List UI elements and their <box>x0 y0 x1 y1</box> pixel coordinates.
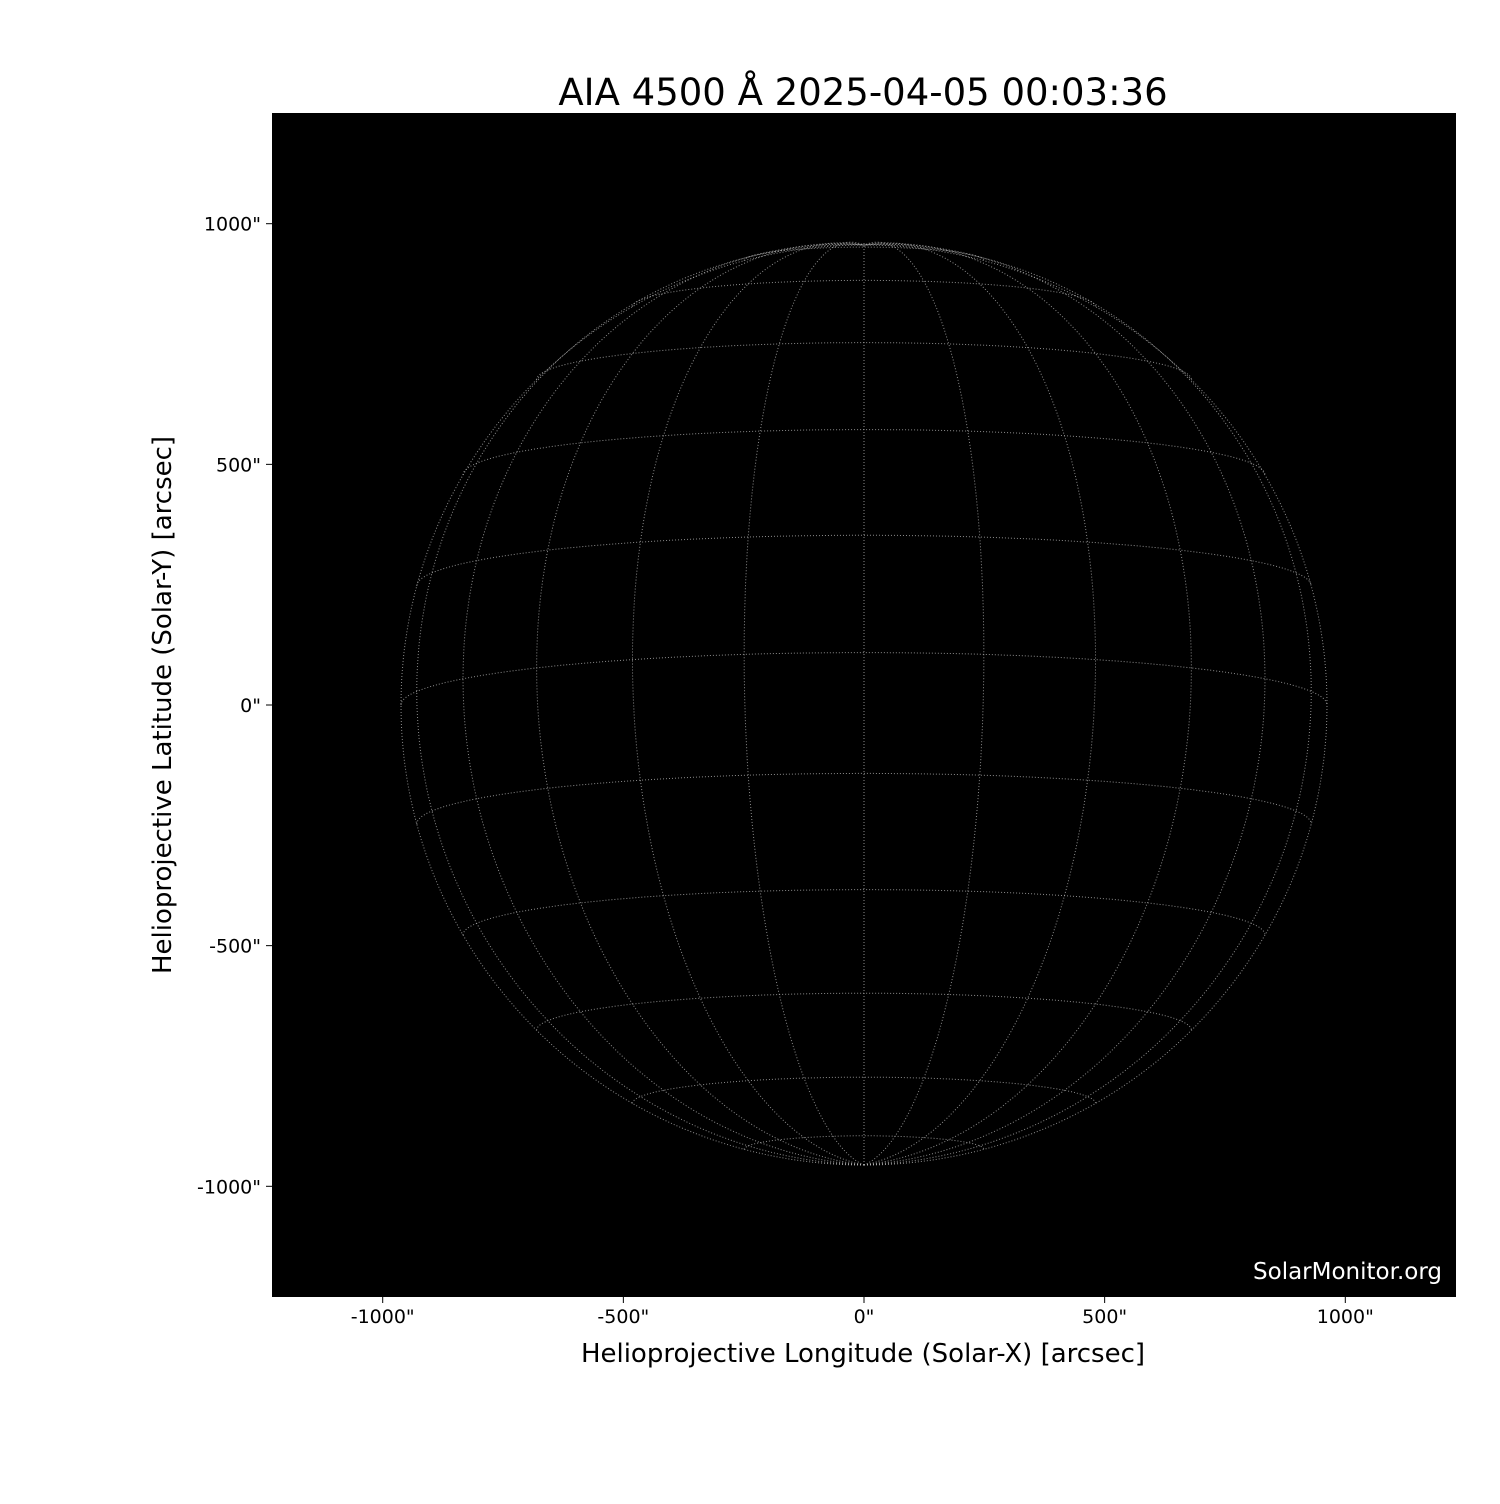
x-axis-label: Helioprojective Longitude (Solar-X) [arc… <box>581 1339 1145 1369</box>
y-tick-label: -1000" <box>197 1176 261 1198</box>
longitude-line <box>462 243 865 1166</box>
y-tick-label: 0" <box>240 695 261 717</box>
latitude-line <box>400 652 1328 706</box>
y-axis-label: Helioprojective Latitude (Solar-Y) [arcs… <box>148 436 178 974</box>
y-tick-label: -500" <box>209 936 261 958</box>
x-axis: -1000" -500" 0" 500" 1000" <box>351 1297 1374 1328</box>
latitude-line <box>462 889 1266 936</box>
longitude-line <box>863 243 1192 1166</box>
x-tick-label: -1000" <box>351 1306 415 1328</box>
y-tick-label: 1000" <box>204 214 261 236</box>
y-tick-label: 500" <box>216 454 261 476</box>
x-tick-label: -500" <box>597 1306 649 1328</box>
latitude-line <box>416 772 1312 825</box>
longitude-line <box>863 243 1266 1166</box>
latitude-line <box>743 246 985 261</box>
x-tick-label: 1000" <box>1317 1306 1374 1328</box>
latitude-line <box>416 534 1312 586</box>
chart-title: AIA 4500 Å 2025-04-05 00:03:36 <box>558 70 1167 114</box>
latitude-line <box>462 429 1266 476</box>
y-axis: 1000" 500" 0" -500" -1000" <box>197 214 272 1198</box>
latitude-line <box>536 342 1192 380</box>
longitude-line <box>743 241 865 1166</box>
x-tick-label: 500" <box>1082 1306 1127 1328</box>
x-tick-label: 0" <box>854 1306 875 1328</box>
latitude-line <box>743 1135 985 1150</box>
latitude-line <box>536 992 1192 1031</box>
watermark: SolarMonitor.org <box>1253 1259 1442 1285</box>
heliographic-grid <box>400 241 1328 1166</box>
